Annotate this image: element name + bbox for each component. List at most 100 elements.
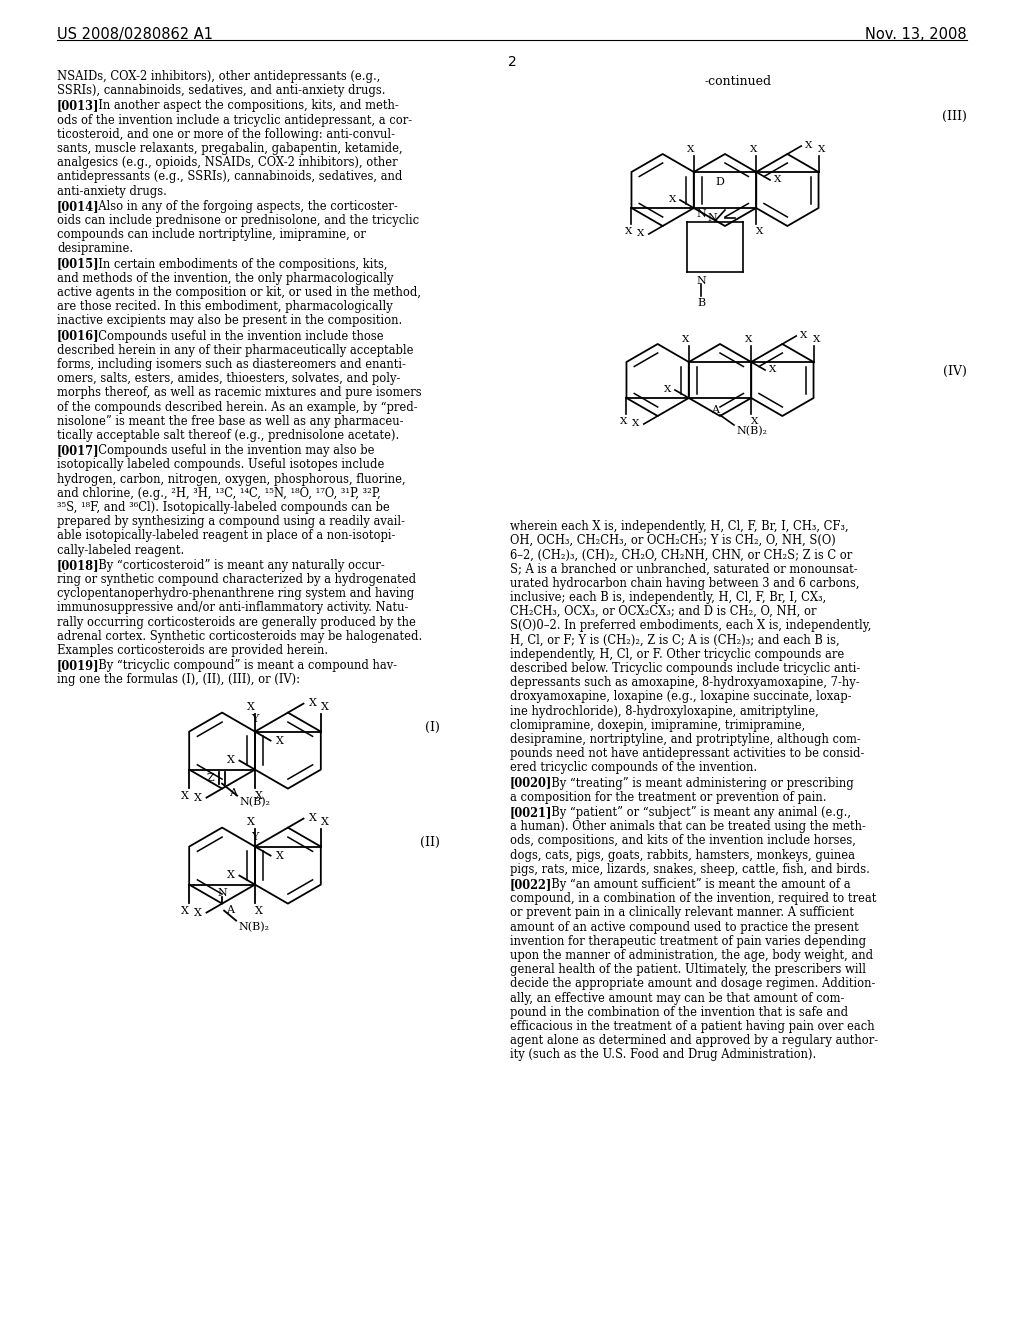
- Text: (III): (III): [942, 110, 967, 123]
- Text: inactive excipients may also be present in the composition.: inactive excipients may also be present …: [57, 314, 402, 327]
- Text: Z: Z: [207, 772, 214, 783]
- Text: 6–2, (CH₂)₃, (CH)₂, CH₂O, CH₂NH, CHN, or CH₂S; Z is C or: 6–2, (CH₂)₃, (CH)₂, CH₂O, CH₂NH, CHN, or…: [510, 548, 852, 561]
- Text: pigs, rats, mice, lizards, snakes, sheep, cattle, fish, and birds.: pigs, rats, mice, lizards, snakes, sheep…: [510, 863, 869, 875]
- Text: droxyamoxapine, loxapine (e.g., loxapine succinate, loxap-: droxyamoxapine, loxapine (e.g., loxapine…: [510, 690, 852, 704]
- Text: X: X: [633, 420, 640, 429]
- Text: ticosteroid, and one or more of the following: anti-convul-: ticosteroid, and one or more of the foll…: [57, 128, 395, 141]
- Text: X: X: [744, 335, 752, 345]
- Text: ine hydrochloride), 8-hydroxyloxapine, amitriptyline,: ine hydrochloride), 8-hydroxyloxapine, a…: [510, 705, 819, 718]
- Text: [0019]: [0019]: [57, 659, 99, 672]
- Text: X: X: [664, 384, 671, 393]
- Text: desipramine.: desipramine.: [57, 243, 133, 255]
- Text: decide the appropriate amount and dosage regimen. Addition-: decide the appropriate amount and dosage…: [510, 977, 876, 990]
- Text: X: X: [247, 702, 255, 711]
- Text: By “patient” or “subject” is meant any animal (e.g.,: By “patient” or “subject” is meant any a…: [544, 807, 851, 818]
- Text: X: X: [751, 417, 758, 426]
- Text: rally occurring corticosteroids are generally produced by the: rally occurring corticosteroids are gene…: [57, 615, 416, 628]
- Text: X: X: [275, 735, 284, 746]
- Text: X: X: [247, 817, 255, 826]
- Text: pounds need not have antidepressant activities to be consid-: pounds need not have antidepressant acti…: [510, 747, 864, 760]
- Text: ods of the invention include a tricyclic antidepressant, a cor-: ods of the invention include a tricyclic…: [57, 114, 412, 127]
- Text: [0017]: [0017]: [57, 445, 99, 457]
- Text: X: X: [801, 330, 808, 339]
- Text: N(B)₂: N(B)₂: [239, 796, 270, 807]
- Text: ring or synthetic compound characterized by a hydrogenated: ring or synthetic compound characterized…: [57, 573, 416, 586]
- Text: N: N: [696, 209, 706, 219]
- Text: In certain embodiments of the compositions, kits,: In certain embodiments of the compositio…: [91, 257, 387, 271]
- Text: or prevent pain in a clinically relevant manner. A sufficient: or prevent pain in a clinically relevant…: [510, 907, 854, 920]
- Text: X: X: [181, 791, 189, 801]
- Text: inclusive; each B is, independently, H, Cl, F, Br, I, CX₃,: inclusive; each B is, independently, H, …: [510, 591, 826, 605]
- Text: N: N: [696, 276, 706, 286]
- Text: Examples corticosteroids are provided herein.: Examples corticosteroids are provided he…: [57, 644, 328, 657]
- Text: ered tricyclic compounds of the invention.: ered tricyclic compounds of the inventio…: [510, 762, 757, 775]
- Text: urated hydrocarbon chain having between 3 and 6 carbons,: urated hydrocarbon chain having between …: [510, 577, 859, 590]
- Text: wherein each X is, independently, H, Cl, F, Br, I, CH₃, CF₃,: wherein each X is, independently, H, Cl,…: [510, 520, 849, 533]
- Text: By “treating” is meant administering or prescribing: By “treating” is meant administering or …: [544, 776, 854, 789]
- Text: analgesics (e.g., opioids, NSAIDs, COX-2 inhibitors), other: analgesics (e.g., opioids, NSAIDs, COX-2…: [57, 156, 397, 169]
- Text: Y: Y: [251, 714, 259, 723]
- Text: and chlorine, (e.g., ²H, ³H, ¹³C, ¹⁴C, ¹⁵N, ¹⁸O, ¹⁷O, ³¹P, ³²P,: and chlorine, (e.g., ²H, ³H, ¹³C, ¹⁴C, ¹…: [57, 487, 381, 500]
- Text: morphs thereof, as well as racemic mixtures and pure isomers: morphs thereof, as well as racemic mixtu…: [57, 387, 422, 400]
- Text: ally, an effective amount may can be that amount of com-: ally, an effective amount may can be tha…: [510, 991, 845, 1005]
- Text: 2: 2: [508, 55, 516, 69]
- Text: compound, in a combination of the invention, required to treat: compound, in a combination of the invent…: [510, 892, 877, 906]
- Text: X: X: [194, 792, 202, 803]
- Text: [0022]: [0022]: [510, 878, 552, 891]
- Text: independently, H, Cl, or F. Other tricyclic compounds are: independently, H, Cl, or F. Other tricyc…: [510, 648, 844, 661]
- Text: pound in the combination of the invention that is safe and: pound in the combination of the inventio…: [510, 1006, 848, 1019]
- Text: dogs, cats, pigs, goats, rabbits, hamsters, monkeys, guinea: dogs, cats, pigs, goats, rabbits, hamste…: [510, 849, 855, 862]
- Text: X: X: [687, 145, 694, 154]
- Text: (IV): (IV): [943, 366, 967, 378]
- Text: X: X: [226, 870, 234, 879]
- Text: [0015]: [0015]: [57, 257, 99, 271]
- Text: ing one the formulas (I), (II), (III), or (IV):: ing one the formulas (I), (II), (III), o…: [57, 673, 300, 686]
- Text: OH, OCH₃, CH₂CH₃, or OCH₂CH₃; Y is CH₂, O, NH, S(O): OH, OCH₃, CH₂CH₃, or OCH₂CH₃; Y is CH₂, …: [510, 535, 836, 548]
- Text: ods, compositions, and kits of the invention include horses,: ods, compositions, and kits of the inven…: [510, 834, 856, 847]
- Text: [0020]: [0020]: [510, 776, 552, 789]
- Text: nisolone” is meant the free base as well as any pharmaceu-: nisolone” is meant the free base as well…: [57, 414, 403, 428]
- Text: a human). Other animals that can be treated using the meth-: a human). Other animals that can be trea…: [510, 820, 866, 833]
- Text: tically acceptable salt thereof (e.g., prednisolone acetate).: tically acceptable salt thereof (e.g., p…: [57, 429, 399, 442]
- Text: able isotopically-labeled reagent in place of a non-isotopi-: able isotopically-labeled reagent in pla…: [57, 529, 395, 543]
- Text: active agents in the composition or kit, or used in the method,: active agents in the composition or kit,…: [57, 286, 421, 300]
- Text: By “tricyclic compound” is meant a compound hav-: By “tricyclic compound” is meant a compo…: [91, 659, 397, 672]
- Text: N: N: [217, 887, 227, 898]
- Text: isotopically labeled compounds. Useful isotopes include: isotopically labeled compounds. Useful i…: [57, 458, 384, 471]
- Text: X: X: [321, 702, 329, 711]
- Text: N(B)₂: N(B)₂: [736, 426, 767, 437]
- Text: X: X: [637, 230, 645, 239]
- Text: agent alone as determined and approved by a regulary author-: agent alone as determined and approved b…: [510, 1034, 879, 1047]
- Text: US 2008/0280862 A1: US 2008/0280862 A1: [57, 26, 213, 42]
- Text: immunosuppressive and/or anti-inflammatory activity. Natu-: immunosuppressive and/or anti-inflammato…: [57, 602, 409, 614]
- Text: X: X: [321, 817, 329, 826]
- Text: X: X: [774, 176, 781, 185]
- Text: ³⁵S, ¹⁸F, and ³⁶Cl). Isotopically-labeled compounds can be: ³⁵S, ¹⁸F, and ³⁶Cl). Isotopically-labele…: [57, 502, 390, 513]
- Text: invention for therapeutic treatment of pain varies depending: invention for therapeutic treatment of p…: [510, 935, 866, 948]
- Text: H, Cl, or F; Y is (CH₂)₂, Z is C; A is (CH₂)₃; and each B is,: H, Cl, or F; Y is (CH₂)₂, Z is C; A is (…: [510, 634, 840, 647]
- Text: X: X: [756, 227, 763, 236]
- Text: NSAIDs, COX-2 inhibitors), other antidepressants (e.g.,: NSAIDs, COX-2 inhibitors), other antidep…: [57, 70, 380, 83]
- Text: X: X: [813, 335, 820, 345]
- Text: Also in any of the forgoing aspects, the corticoster-: Also in any of the forgoing aspects, the…: [91, 199, 397, 213]
- Text: X: X: [625, 227, 632, 236]
- Text: [0018]: [0018]: [57, 558, 99, 572]
- Text: antidepressants (e.g., SSRIs), cannabinoids, sedatives, and: antidepressants (e.g., SSRIs), cannabino…: [57, 170, 402, 183]
- Text: oids can include prednisone or prednisolone, and the tricyclic: oids can include prednisone or prednisol…: [57, 214, 419, 227]
- Text: upon the manner of administration, the age, body weight, and: upon the manner of administration, the a…: [510, 949, 873, 962]
- Text: [0016]: [0016]: [57, 330, 99, 343]
- Text: By “corticosteroid” is meant any naturally occur-: By “corticosteroid” is meant any natural…: [91, 558, 385, 572]
- Text: B: B: [697, 298, 706, 308]
- Text: A: A: [711, 405, 719, 414]
- Text: By “an amount sufficient” is meant the amount of a: By “an amount sufficient” is meant the a…: [544, 878, 851, 891]
- Text: Nov. 13, 2008: Nov. 13, 2008: [865, 26, 967, 42]
- Text: Compounds useful in the invention may also be: Compounds useful in the invention may al…: [91, 445, 375, 457]
- Text: X: X: [275, 850, 284, 861]
- Text: of the compounds described herein. As an example, by “pred-: of the compounds described herein. As an…: [57, 400, 418, 413]
- Text: [0013]: [0013]: [57, 99, 99, 112]
- Text: X: X: [181, 906, 189, 916]
- Text: X: X: [818, 145, 825, 154]
- Text: [0014]: [0014]: [57, 199, 99, 213]
- Text: Compounds useful in the invention include those: Compounds useful in the invention includ…: [91, 330, 384, 343]
- Text: CH₂CH₃, OCX₃, or OCX₂CX₃; and D is CH₂, O, NH, or: CH₂CH₃, OCX₃, or OCX₂CX₃; and D is CH₂, …: [510, 605, 816, 618]
